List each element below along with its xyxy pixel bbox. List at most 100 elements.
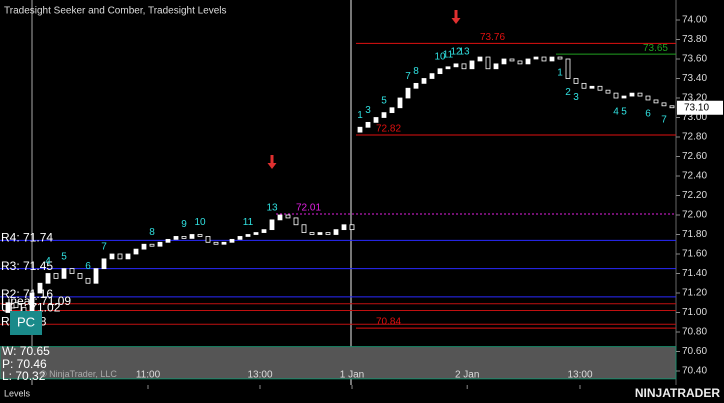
y-tick-label: 71.40 (682, 268, 707, 279)
setup-count: 10 (434, 51, 446, 62)
setup-count: 4 (613, 107, 619, 118)
candle (589, 85, 595, 89)
candle (525, 58, 531, 65)
y-tick-label: 73.40 (682, 73, 707, 84)
candle (517, 60, 523, 65)
candle (661, 102, 667, 107)
y-tick-label: 73.20 (682, 93, 707, 104)
mark-label: 70.84 (376, 317, 401, 328)
candle (165, 238, 171, 243)
candle (613, 92, 619, 99)
candle (541, 56, 547, 62)
candle (285, 214, 291, 219)
brand: NINJATRADER (635, 386, 720, 400)
zone-label: L: 70.32 (2, 369, 46, 383)
candle (557, 56, 563, 60)
candle (669, 105, 675, 109)
candle (413, 82, 419, 89)
y-tick-label: 72.40 (682, 171, 707, 182)
setup-count: 5 (621, 107, 627, 118)
setup-count: 6 (85, 261, 91, 272)
candle (477, 56, 483, 62)
button-label[interactable]: PC (17, 314, 35, 329)
copyright: © NinjaTrader, LLC (40, 369, 117, 379)
zone-label: P: 70.46 (2, 357, 47, 371)
candle (597, 85, 603, 91)
candle (461, 63, 467, 70)
candle (85, 277, 91, 284)
candle (197, 234, 203, 237)
candle (365, 121, 371, 128)
candle (125, 253, 131, 260)
candle (453, 63, 459, 68)
candle (189, 234, 195, 239)
candle (317, 232, 323, 235)
candle (149, 243, 155, 247)
candle (309, 232, 315, 235)
x-tick-label: 13:00 (567, 370, 592, 381)
y-tick-label: 71.00 (682, 307, 707, 318)
setup-count: 13 (458, 47, 470, 58)
last-price-label: 73.10 (684, 102, 709, 113)
x-tick-label: 2 Jan (455, 370, 479, 381)
candle (405, 87, 411, 99)
candle (629, 92, 635, 97)
setup-count: 2 (565, 87, 571, 98)
candle (501, 58, 507, 65)
mark-label: 73.65 (643, 43, 668, 54)
candle (205, 236, 211, 243)
candle (549, 56, 555, 62)
candle (117, 253, 123, 260)
level-label: R3: 71.45 (1, 259, 53, 273)
y-tick-label: 72.80 (682, 132, 707, 143)
setup-count: 9 (181, 219, 187, 230)
candle (445, 66, 451, 70)
candle (621, 95, 627, 99)
y-tick-label: 71.20 (682, 288, 707, 299)
candle (253, 232, 259, 235)
candle (389, 107, 395, 114)
candle (61, 268, 67, 279)
candle (645, 95, 651, 101)
signal-arrow (267, 155, 277, 169)
candle (509, 58, 515, 62)
candle (637, 92, 643, 97)
mark-label: 72.01 (296, 203, 321, 214)
candle (109, 253, 115, 260)
zone (0, 346, 677, 380)
candle (261, 229, 267, 233)
candle (469, 60, 475, 70)
candle (45, 273, 51, 284)
setup-count: 11 (243, 217, 254, 228)
y-tick-label: 71.80 (682, 229, 707, 240)
candle (173, 236, 179, 240)
setup-count: 1 (357, 110, 363, 121)
x-tick-label: 1 Jan (340, 370, 364, 381)
candle (133, 248, 139, 255)
candle (157, 241, 163, 247)
signal-arrow (451, 10, 461, 24)
setup-count: 3 (573, 92, 579, 103)
setup-count: 1 (557, 68, 563, 79)
candle (333, 229, 339, 235)
candle (269, 219, 275, 231)
button[interactable] (10, 311, 42, 335)
candle (181, 236, 187, 239)
candle (237, 236, 243, 240)
setup-count: 8 (149, 227, 155, 238)
setup-count: 4 (45, 256, 51, 267)
setup-count: 6 (645, 109, 651, 120)
y-tick-label: 74.00 (682, 15, 707, 26)
candle (381, 112, 387, 118)
y-tick-label: 72.00 (682, 210, 707, 221)
chart-title: Tradesight Seeker and Comber, Tradesight… (4, 6, 227, 17)
candle (325, 232, 331, 235)
setup-count: 7 (661, 114, 667, 125)
candle (533, 56, 539, 60)
setup-count: 3 (365, 105, 371, 116)
mark-label: 73.76 (480, 32, 505, 43)
setup-count: 5 (381, 95, 387, 106)
candle (221, 241, 227, 245)
candle (93, 268, 99, 284)
y-tick-label: 73.60 (682, 54, 707, 65)
